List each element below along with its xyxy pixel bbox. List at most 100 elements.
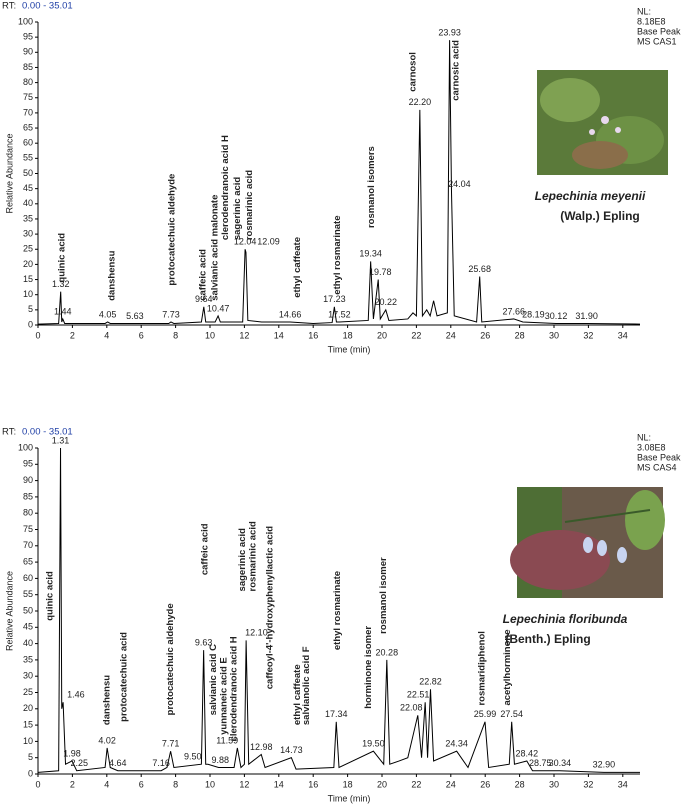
nl-info: MS CAS1 [637,36,677,46]
peak-label: 14.73 [280,745,303,755]
nl-info: 8.18E8 [637,16,666,26]
x-tick-label: 8 [173,779,178,789]
peak-label: 1.98 [63,748,81,758]
peak-label: 17.34 [325,709,348,719]
peak-label: 20.22 [375,297,398,307]
x-tick-label: 34 [618,330,628,340]
peak-label: 12.04 [234,237,257,247]
compound-label: salvianic acid C [208,644,219,715]
peak-label: 14.66 [279,309,302,319]
compound-label: ethyl caffeate [292,237,303,298]
compound-label: ethyl rosmarinate [332,571,343,650]
x-tick-label: 24 [446,779,456,789]
y-tick-label: 95 [23,459,33,469]
compound-label: carnosol [407,52,418,92]
peak-label: 22.51 [407,690,430,700]
x-tick-label: 6 [139,330,144,340]
x-tick-label: 30 [549,330,559,340]
compound-label: salvianolic acid F [301,646,312,725]
x-tick-label: 16 [308,330,318,340]
x-tick-label: 30 [549,779,559,789]
peak-label: 4.64 [109,758,127,768]
compound-label: horminone isomer [363,626,374,709]
rt-range: 0.00 - 35.01 [22,1,73,12]
peak-label: 17.52 [328,309,351,319]
y-tick-label: 30 [23,228,33,238]
y-tick-label: 20 [23,703,33,713]
y-tick-label: 35 [23,654,33,664]
y-tick-label: 95 [23,32,33,42]
rt-label: RT: [2,1,16,12]
y-tick-label: 80 [23,508,33,518]
peak-label: 4.02 [98,735,116,745]
rt-range: 0.00 - 35.01 [22,427,73,438]
x-tick-label: 28 [515,779,525,789]
compound-label: protocatechuic acid [119,632,130,722]
peak-label: 30.34 [549,758,572,768]
peak-label: 9.88 [212,755,230,765]
x-tick-label: 2 [70,779,75,789]
y-tick-label: 25 [23,244,33,254]
y-tick-label: 70 [23,540,33,550]
compound-label: rosmarinic acid [248,521,259,591]
x-tick-label: 0 [35,330,40,340]
peak-label: 1.46 [67,690,85,700]
y-tick-label: 85 [23,491,33,501]
compound-label: sagerinic acid [237,528,248,592]
peak-label: 11.59 [216,735,238,745]
peak-label: 19.50 [362,739,385,749]
compound-label: ethyl rosmarinate [332,215,343,294]
x-tick-label: 26 [480,330,490,340]
y-tick-label: 60 [23,138,33,148]
x-tick-label: 12 [239,779,249,789]
y-tick-label: 25 [23,687,33,697]
x-tick-label: 12 [239,330,249,340]
peak-label: 32.90 [593,760,616,770]
x-tick-label: 16 [308,779,318,789]
x-tick-label: 28 [515,330,525,340]
x-tick-label: 18 [343,779,353,789]
y-tick-label: 45 [23,622,33,632]
peak-label: 25.99 [474,709,497,719]
y-tick-label: 20 [23,259,33,269]
peak-label: 12.98 [250,742,273,752]
y-tick-label: 65 [23,122,33,132]
peak-label: 28.75 [529,758,552,768]
x-tick-label: 32 [583,779,593,789]
compound-label: danshensu [106,250,117,300]
x-tick-label: 20 [377,330,387,340]
x-tick-label: 34 [618,779,628,789]
plant-photo-2 [510,487,665,598]
y-tick-label: 90 [23,475,33,485]
peak-label: 2.25 [71,758,89,768]
y-axis-label: Relative Abundance [4,571,14,651]
peak-label: 12.10 [245,628,268,638]
peak-label: 22.08 [400,703,423,713]
x-tick-label: 32 [583,330,593,340]
y-tick-label: 70 [23,107,33,117]
x-tick-label: 6 [139,779,144,789]
y-tick-label: 0 [28,319,33,329]
x-tick-label: 14 [274,779,284,789]
nl-info: Base Peak [637,26,681,36]
peak-label: 19.78 [369,267,392,277]
species-authority: (Benth.) Epling [505,632,590,646]
y-tick-label: 15 [23,274,33,284]
peak-label: 5.63 [126,311,144,321]
peak-label: 28.19 [522,309,545,319]
compound-label: danshensu [101,675,112,725]
peak-label: 9.50 [184,752,202,762]
x-tick-label: 26 [480,779,490,789]
nl-info: MS CAS4 [637,462,677,472]
y-tick-label: 15 [23,719,33,729]
x-tick-label: 24 [446,330,456,340]
y-tick-label: 85 [23,62,33,72]
x-tick-label: 2 [70,330,75,340]
peak-label: 1.31 [52,435,70,445]
y-tick-label: 5 [28,304,33,314]
x-tick-label: 4 [104,779,109,789]
x-axis-label: Time (min) [328,793,371,803]
peak-label: 9.63 [195,637,213,647]
x-tick-label: 18 [343,330,353,340]
y-tick-label: 45 [23,183,33,193]
